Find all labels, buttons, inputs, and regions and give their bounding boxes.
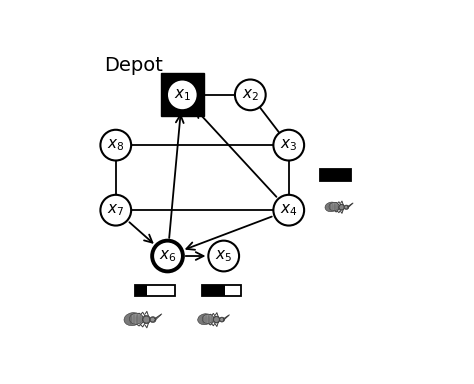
Bar bbox=[135, 285, 147, 296]
Ellipse shape bbox=[150, 317, 155, 322]
Bar bbox=[320, 169, 351, 180]
Circle shape bbox=[235, 79, 266, 110]
Text: $x_8$: $x_8$ bbox=[107, 137, 125, 153]
Ellipse shape bbox=[213, 316, 220, 323]
Ellipse shape bbox=[339, 205, 344, 210]
Ellipse shape bbox=[202, 314, 214, 323]
Ellipse shape bbox=[133, 314, 136, 325]
Ellipse shape bbox=[129, 313, 143, 324]
Ellipse shape bbox=[344, 205, 349, 209]
Text: $x_1$: $x_1$ bbox=[174, 87, 191, 103]
Circle shape bbox=[100, 195, 131, 225]
Ellipse shape bbox=[214, 317, 219, 323]
Text: $x_7$: $x_7$ bbox=[107, 202, 125, 218]
Circle shape bbox=[209, 241, 239, 271]
Ellipse shape bbox=[331, 203, 334, 211]
Circle shape bbox=[273, 130, 304, 161]
Ellipse shape bbox=[329, 202, 339, 211]
Circle shape bbox=[152, 241, 183, 271]
Bar bbox=[161, 73, 204, 116]
Ellipse shape bbox=[334, 203, 336, 211]
Circle shape bbox=[273, 195, 304, 225]
Ellipse shape bbox=[202, 315, 205, 324]
Ellipse shape bbox=[329, 204, 331, 211]
Text: $x_3$: $x_3$ bbox=[280, 137, 297, 153]
Circle shape bbox=[100, 130, 131, 161]
Text: $x_6$: $x_6$ bbox=[159, 248, 176, 264]
Ellipse shape bbox=[208, 315, 210, 324]
Ellipse shape bbox=[198, 314, 212, 324]
Ellipse shape bbox=[142, 316, 151, 324]
Text: $x_4$: $x_4$ bbox=[280, 202, 298, 218]
Ellipse shape bbox=[136, 314, 138, 325]
Text: $x_5$: $x_5$ bbox=[215, 248, 232, 264]
Bar bbox=[226, 285, 241, 296]
Bar bbox=[147, 285, 175, 296]
Ellipse shape bbox=[336, 204, 338, 211]
Ellipse shape bbox=[139, 314, 142, 324]
Ellipse shape bbox=[150, 316, 156, 323]
Text: Depot: Depot bbox=[104, 56, 163, 75]
Ellipse shape bbox=[325, 202, 338, 212]
Ellipse shape bbox=[220, 318, 224, 321]
Ellipse shape bbox=[129, 314, 132, 324]
Bar bbox=[320, 169, 351, 180]
Ellipse shape bbox=[219, 317, 225, 322]
Ellipse shape bbox=[345, 205, 348, 209]
Ellipse shape bbox=[338, 204, 345, 210]
Text: $x_2$: $x_2$ bbox=[242, 87, 259, 103]
Bar bbox=[135, 285, 175, 296]
Ellipse shape bbox=[210, 315, 213, 324]
Ellipse shape bbox=[124, 313, 141, 326]
Bar bbox=[201, 285, 241, 296]
Bar bbox=[201, 285, 226, 296]
Circle shape bbox=[167, 79, 198, 110]
Ellipse shape bbox=[143, 316, 150, 323]
Ellipse shape bbox=[205, 315, 207, 324]
